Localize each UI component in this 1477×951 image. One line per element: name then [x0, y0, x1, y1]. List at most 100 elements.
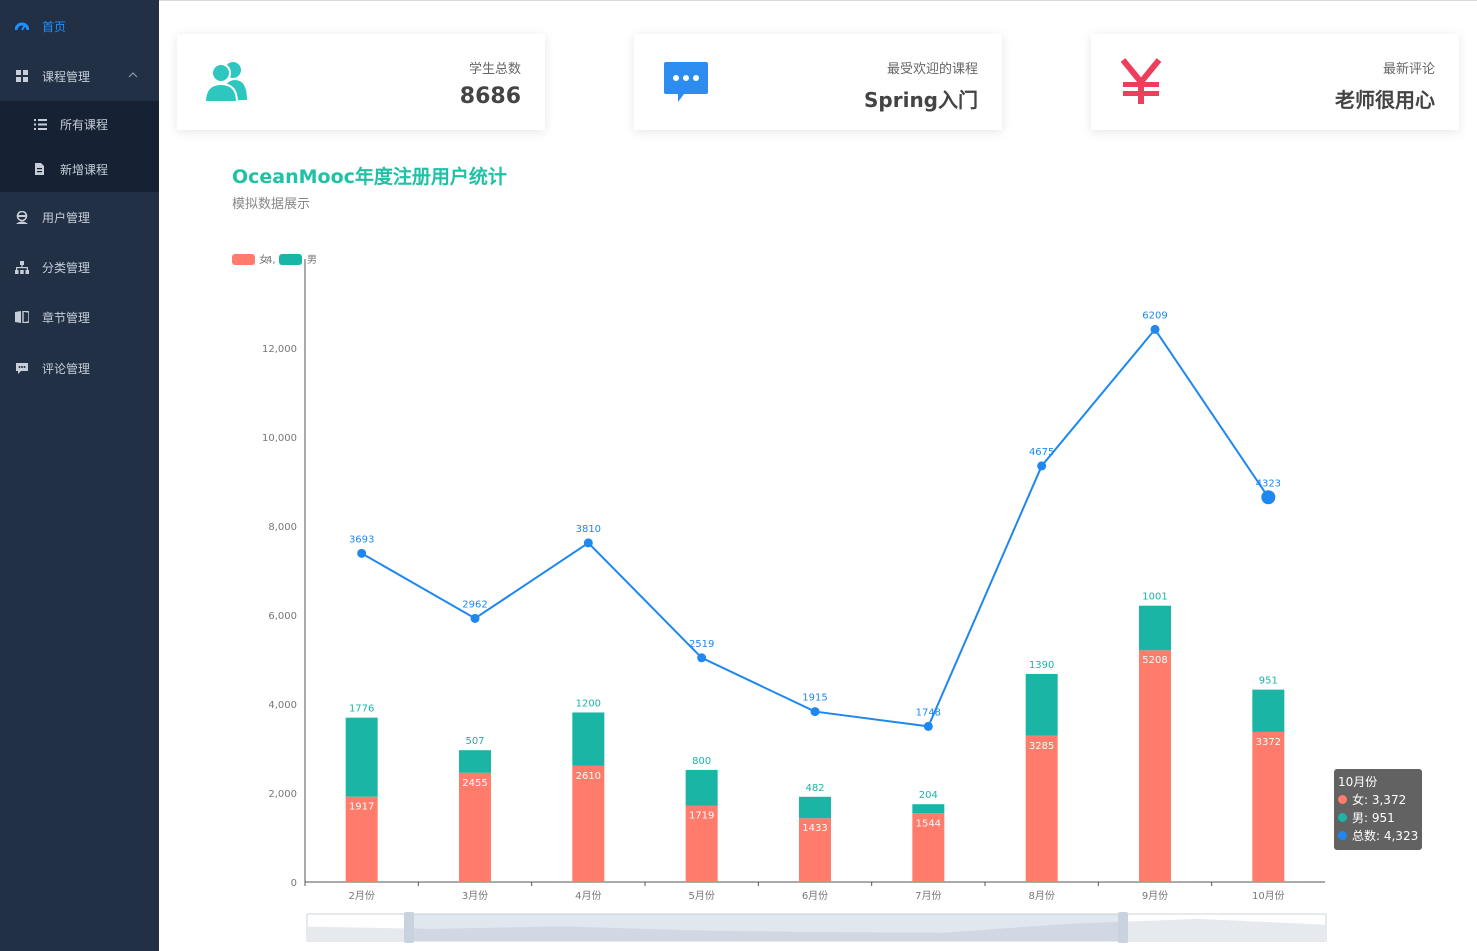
card-value: 8686	[459, 84, 521, 109]
line-point-total	[1037, 461, 1047, 471]
y-tick-label: 6,000	[268, 611, 297, 622]
data-label-male: 507	[465, 736, 484, 747]
submenu-item-label: 新增课程	[60, 163, 109, 177]
data-label-male: 800	[692, 756, 711, 767]
data-label-total: 1748	[916, 707, 941, 718]
bar-female	[912, 813, 945, 882]
data-label-total: 6209	[1142, 310, 1167, 321]
tooltip-row-male: 男: 951	[1338, 809, 1395, 826]
card-label: 最新评论	[1382, 62, 1435, 77]
bar-female	[685, 805, 718, 882]
sidebar-item-label: 评论管理	[42, 361, 91, 376]
data-label-total: 3693	[349, 534, 374, 545]
x-tick-label: 3月份	[462, 890, 488, 902]
submenu-item-label: 所有课程	[60, 118, 109, 132]
sidebar-item-label: 用户管理	[42, 210, 91, 225]
sidebar-item-course[interactable]: 课程管理	[0, 51, 159, 101]
users-icon	[203, 62, 247, 103]
legend-extra-text: 4,	[266, 255, 276, 266]
tooltip-row-total: 总数: 4,323	[1338, 827, 1418, 844]
course-submenu: 所有课程 新增课程	[0, 101, 159, 192]
data-label-female: 1433	[802, 823, 827, 834]
dashboard-icon	[14, 18, 30, 34]
series-dot	[1338, 813, 1347, 822]
data-label-male: 204	[919, 790, 938, 801]
card-label: 学生总数	[468, 62, 521, 77]
data-label-female: 3285	[1029, 741, 1054, 752]
top-border	[0, 0, 1477, 1]
tooltip-row-female: 女: 3,372	[1338, 791, 1406, 808]
x-tick-label: 9月份	[1142, 890, 1168, 902]
sidebar-item-chapters[interactable]: 章节管理	[0, 292, 159, 342]
line-point-total	[810, 707, 820, 717]
data-label-female: 5208	[1142, 655, 1167, 666]
yen-icon	[1120, 58, 1162, 104]
series-dot	[1338, 831, 1347, 840]
stat-card-latest-comment: 最新评论 老师很用心	[1091, 34, 1459, 130]
y-tick-label: 8,000	[268, 522, 297, 533]
data-label-male: 1390	[1029, 660, 1054, 671]
bar-female	[1139, 650, 1171, 882]
x-tick-label: 4月份	[575, 890, 601, 902]
sidebar-item-users[interactable]: 用户管理	[0, 192, 159, 242]
x-tick-label: 7月份	[915, 890, 941, 902]
bar-male	[685, 769, 718, 806]
bar-male	[912, 804, 945, 814]
bar-male	[345, 717, 378, 797]
bar-male	[1252, 689, 1285, 732]
data-label-male: 1200	[576, 698, 601, 709]
legend-swatch-female	[232, 254, 255, 265]
comment-icon	[14, 360, 30, 376]
zoom-data-shadow	[307, 918, 1326, 941]
bar-female	[799, 818, 831, 882]
tooltip-row-text: 女: 3,372	[1352, 793, 1407, 807]
bar-male	[799, 796, 831, 819]
submenu-item-add-course[interactable]: 新增课程	[0, 147, 159, 192]
tooltip-row-text: 总数: 4,323	[1352, 829, 1419, 843]
card-label: 最受欢迎的课程	[886, 62, 978, 77]
x-tick-label: 2月份	[348, 890, 374, 902]
sidebar-item-label: 章节管理	[42, 310, 91, 325]
data-label-male: 1776	[349, 704, 374, 715]
bar-female	[572, 765, 605, 882]
stat-card-popular-course: 最受欢迎的课程 Spring入门	[634, 34, 1002, 130]
sidebar-item-label: 首页	[42, 19, 67, 34]
line-point-total	[583, 538, 593, 548]
chevron-up-icon	[128, 72, 138, 78]
bar-male	[459, 750, 491, 773]
data-label-total: 4323	[1256, 478, 1281, 489]
sidebar-item-label: 分类管理	[42, 260, 91, 275]
data-label-female: 1544	[916, 818, 941, 829]
submenu-item-all-courses[interactable]: 所有课程	[0, 102, 159, 147]
data-label-male: 482	[805, 783, 824, 794]
edit-file-icon	[32, 162, 48, 178]
sidebar-item-categories[interactable]: 分类管理	[0, 242, 159, 292]
y-tick-label: 12,000	[262, 344, 297, 355]
tooltip-title: 10月份	[1338, 775, 1378, 789]
sidebar-item-comments[interactable]: 评论管理	[0, 343, 159, 393]
zoom-selection	[409, 914, 1123, 941]
sidebar-item-home[interactable]: 首页	[0, 1, 159, 51]
y-tick-label: 4,000	[268, 700, 297, 711]
chart-title: OceanMooc年度注册用户统计	[232, 166, 507, 188]
bar-female	[1025, 735, 1058, 882]
zoom-handle-left[interactable]	[404, 912, 414, 943]
chat-icon	[664, 62, 708, 102]
y-tick-label: 2,000	[268, 789, 297, 800]
legend-swatch-male	[279, 254, 302, 265]
line-point-total	[923, 721, 933, 731]
bar-male	[572, 712, 605, 766]
line-point-total	[697, 653, 707, 663]
data-label-total: 4675	[1029, 447, 1054, 458]
data-label-female: 2455	[462, 778, 487, 789]
line-point-total	[357, 548, 367, 558]
line-point-total	[470, 613, 480, 623]
x-tick-label: 8月份	[1028, 890, 1054, 902]
data-label-male: 951	[1259, 676, 1278, 687]
line-point-total	[1261, 490, 1276, 505]
sitemap-icon	[14, 259, 30, 275]
zoom-handle-right[interactable]	[1118, 912, 1128, 943]
bar-male	[1025, 673, 1058, 736]
bar-female	[1252, 731, 1285, 882]
